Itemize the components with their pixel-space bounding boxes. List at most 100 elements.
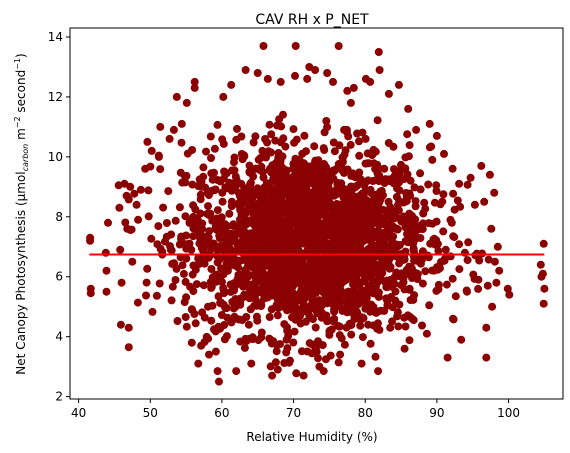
data-point <box>154 222 163 231</box>
data-point <box>217 264 226 273</box>
data-point <box>314 246 323 255</box>
data-point <box>223 313 232 322</box>
data-point <box>360 275 369 284</box>
data-point <box>283 239 292 248</box>
data-point <box>218 197 227 206</box>
data-point <box>212 251 221 260</box>
data-point <box>442 280 451 289</box>
data-point <box>364 235 372 244</box>
data-point <box>366 307 375 316</box>
data-point <box>368 177 377 185</box>
data-point <box>338 157 347 166</box>
y-tick-label: 4 <box>55 330 63 344</box>
data-point <box>302 147 310 156</box>
data-point <box>437 258 445 266</box>
data-point <box>171 216 180 225</box>
data-point <box>372 268 380 277</box>
data-point <box>319 168 328 177</box>
data-point <box>338 244 347 253</box>
data-point <box>182 98 191 107</box>
data-point <box>440 149 448 158</box>
data-point <box>375 66 384 74</box>
data-point <box>342 125 351 134</box>
data-point <box>418 321 426 330</box>
data-point <box>380 164 389 173</box>
data-point <box>340 150 349 159</box>
data-point <box>212 244 221 253</box>
data-point <box>202 147 210 156</box>
data-point <box>361 134 370 143</box>
data-point <box>276 161 285 170</box>
data-point <box>234 263 243 272</box>
data-point <box>167 296 176 305</box>
data-point <box>314 337 322 346</box>
data-point <box>315 201 324 209</box>
data-point <box>194 359 203 368</box>
data-point <box>424 180 433 189</box>
data-point <box>356 321 365 330</box>
data-point <box>207 154 215 162</box>
data-point <box>189 287 198 296</box>
data-point <box>378 244 387 253</box>
data-point <box>376 306 385 315</box>
data-point <box>302 277 311 286</box>
data-point <box>455 240 464 249</box>
data-point <box>457 335 466 344</box>
data-point <box>388 279 397 288</box>
data-point <box>366 77 375 86</box>
data-point <box>187 245 196 254</box>
data-point <box>348 169 357 178</box>
data-point <box>290 193 299 202</box>
data-point <box>336 208 345 217</box>
data-point <box>320 188 328 197</box>
data-point <box>404 231 413 240</box>
data-point <box>252 289 261 298</box>
data-point <box>244 206 252 215</box>
data-point <box>356 315 365 324</box>
data-point <box>306 202 315 211</box>
data-point <box>207 316 216 325</box>
data-point <box>143 264 152 273</box>
data-point <box>265 217 274 225</box>
data-point <box>492 278 501 287</box>
data-point <box>443 353 452 362</box>
data-point <box>235 315 244 324</box>
x-axis-label: Relative Humidity (%) <box>246 430 377 444</box>
data-point <box>346 321 355 330</box>
data-point <box>369 245 378 254</box>
data-point <box>292 369 301 378</box>
data-point <box>464 238 473 247</box>
data-point <box>392 192 401 201</box>
data-point <box>182 322 191 331</box>
data-point <box>311 157 320 166</box>
data-point <box>233 124 241 133</box>
data-point <box>374 292 383 301</box>
data-point <box>439 190 448 199</box>
data-point <box>116 245 125 254</box>
data-point <box>432 131 441 140</box>
data-point <box>271 136 280 145</box>
data-point <box>296 279 304 288</box>
data-point <box>295 156 303 165</box>
data-point <box>241 292 250 300</box>
data-point <box>194 260 203 268</box>
data-point <box>234 188 243 197</box>
data-point <box>200 259 209 268</box>
data-point <box>455 179 464 188</box>
data-point <box>265 120 274 129</box>
data-point <box>154 152 163 161</box>
data-point <box>181 212 190 221</box>
data-point <box>394 206 403 215</box>
data-point <box>175 203 184 212</box>
data-point <box>362 263 371 272</box>
data-point <box>237 132 246 141</box>
data-point <box>289 164 298 173</box>
data-point <box>275 174 284 183</box>
data-point <box>147 146 156 155</box>
data-point <box>247 359 256 368</box>
y-tick-label: 6 <box>55 270 63 284</box>
data-point <box>142 291 150 300</box>
data-point <box>326 243 335 252</box>
x-tick-label: 60 <box>214 406 229 420</box>
data-point <box>311 344 320 353</box>
